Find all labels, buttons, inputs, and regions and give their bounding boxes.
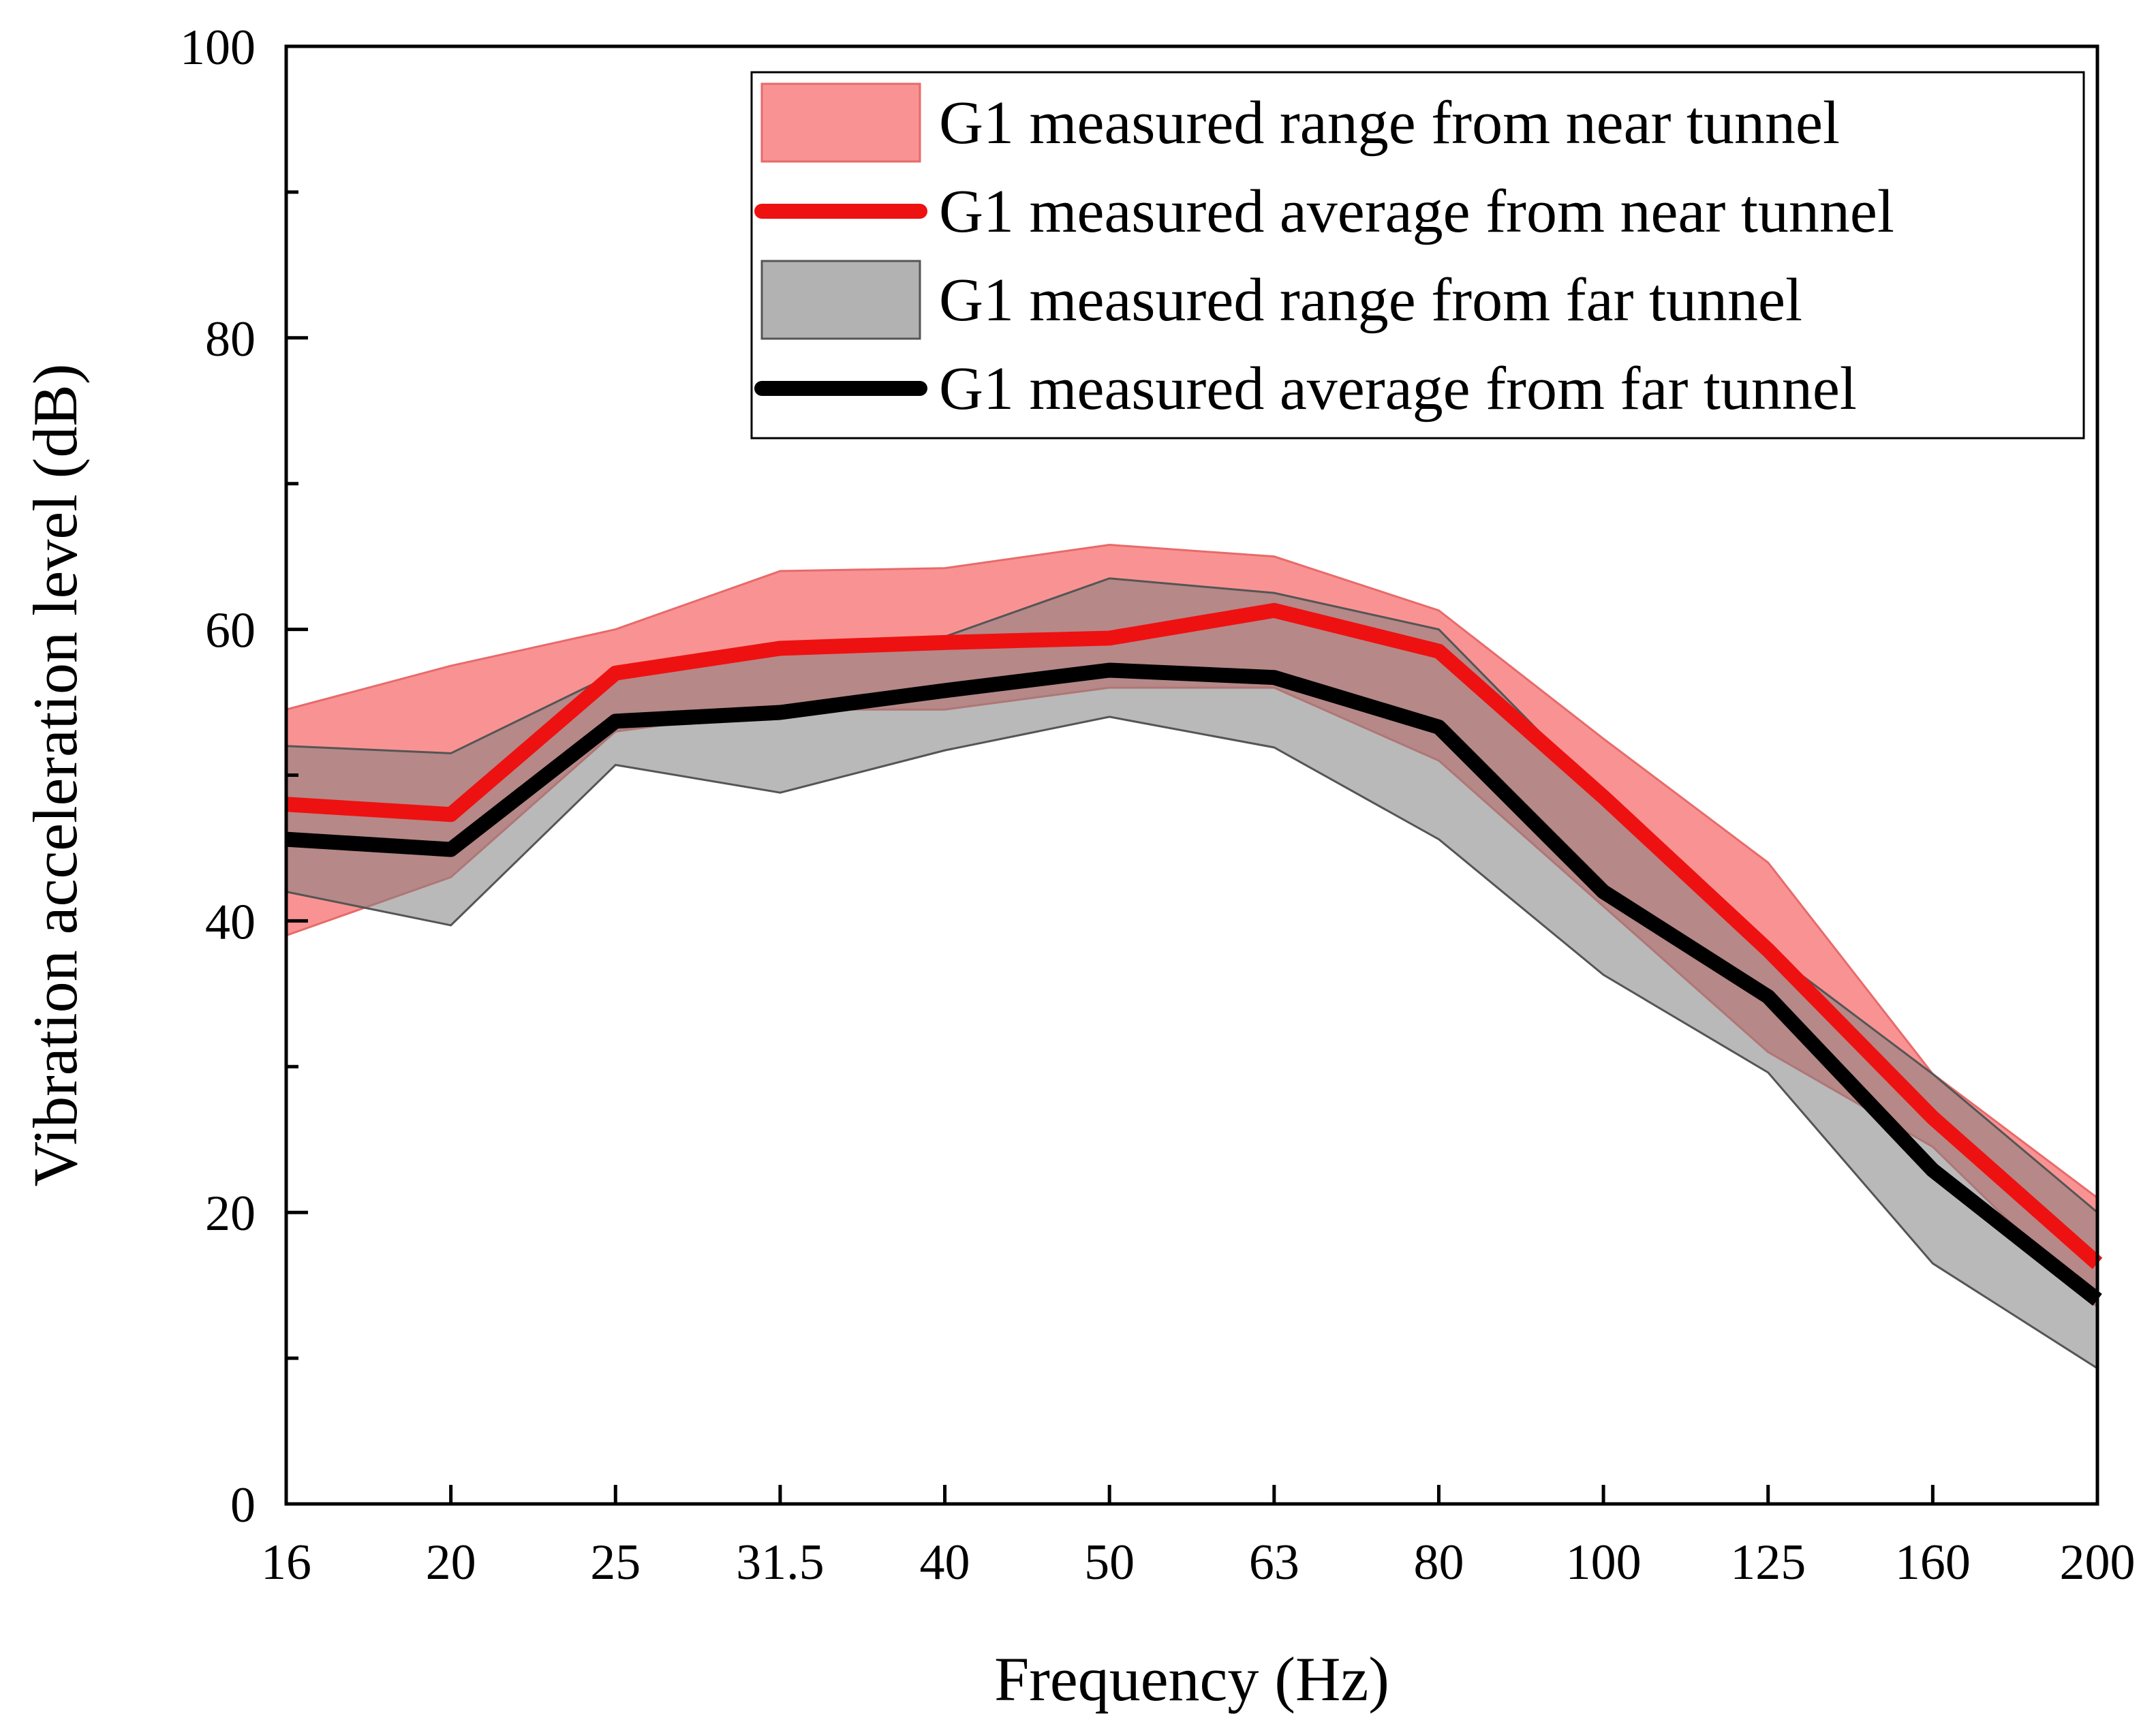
x-tick-label: 160	[1895, 1535, 1971, 1590]
x-tick-label: 20	[426, 1535, 476, 1590]
x-tick-label: 200	[2060, 1535, 2136, 1590]
legend-label-near-range: G1 measured range from near tunnel	[939, 89, 1840, 157]
x-tick-label: 125	[1730, 1535, 1806, 1590]
y-axis-ticks: 0 20 40 60 80 100	[180, 20, 308, 1533]
x-tick-label: 63	[1249, 1535, 1299, 1590]
legend-label-far-average: G1 measured average from far tunnel	[939, 355, 1857, 422]
x-axis-ticks: 16 20 25 31.5 40 50 63 80 100 125 160 200	[261, 1485, 2136, 1590]
legend-label-near-average: G1 measured average from near tunnel	[939, 178, 1894, 245]
x-tick-label: 50	[1084, 1535, 1135, 1590]
y-axis-title: Vibration acceleration level (dB)	[20, 364, 90, 1187]
x-tick-label: 80	[1413, 1535, 1464, 1590]
y-tick-label: 0	[230, 1477, 256, 1533]
x-tick-label: 31.5	[736, 1535, 825, 1590]
y-tick-label: 100	[180, 20, 256, 76]
legend-swatch-far-range	[760, 260, 921, 340]
y-tick-label: 20	[205, 1186, 256, 1242]
x-axis-title: Frequency (Hz)	[994, 1644, 1389, 1714]
y-tick-label: 40	[205, 894, 256, 950]
legend-label-far-range: G1 measured range from far tunnel	[939, 266, 1802, 334]
x-tick-label: 40	[920, 1535, 970, 1590]
line-near-average	[286, 602, 2103, 1270]
line-far-average	[286, 662, 2102, 1306]
legend-box	[750, 71, 2085, 440]
x-tick-label: 100	[1566, 1535, 1642, 1590]
legend-swatch-near-range	[760, 82, 921, 163]
x-tick-label: 16	[261, 1535, 311, 1590]
legend: G1 measured range from near tunnel G1 me…	[750, 71, 2085, 440]
y-tick-label: 80	[205, 311, 256, 367]
x-tick-label: 25	[590, 1535, 641, 1590]
y-tick-label: 60	[205, 603, 256, 659]
